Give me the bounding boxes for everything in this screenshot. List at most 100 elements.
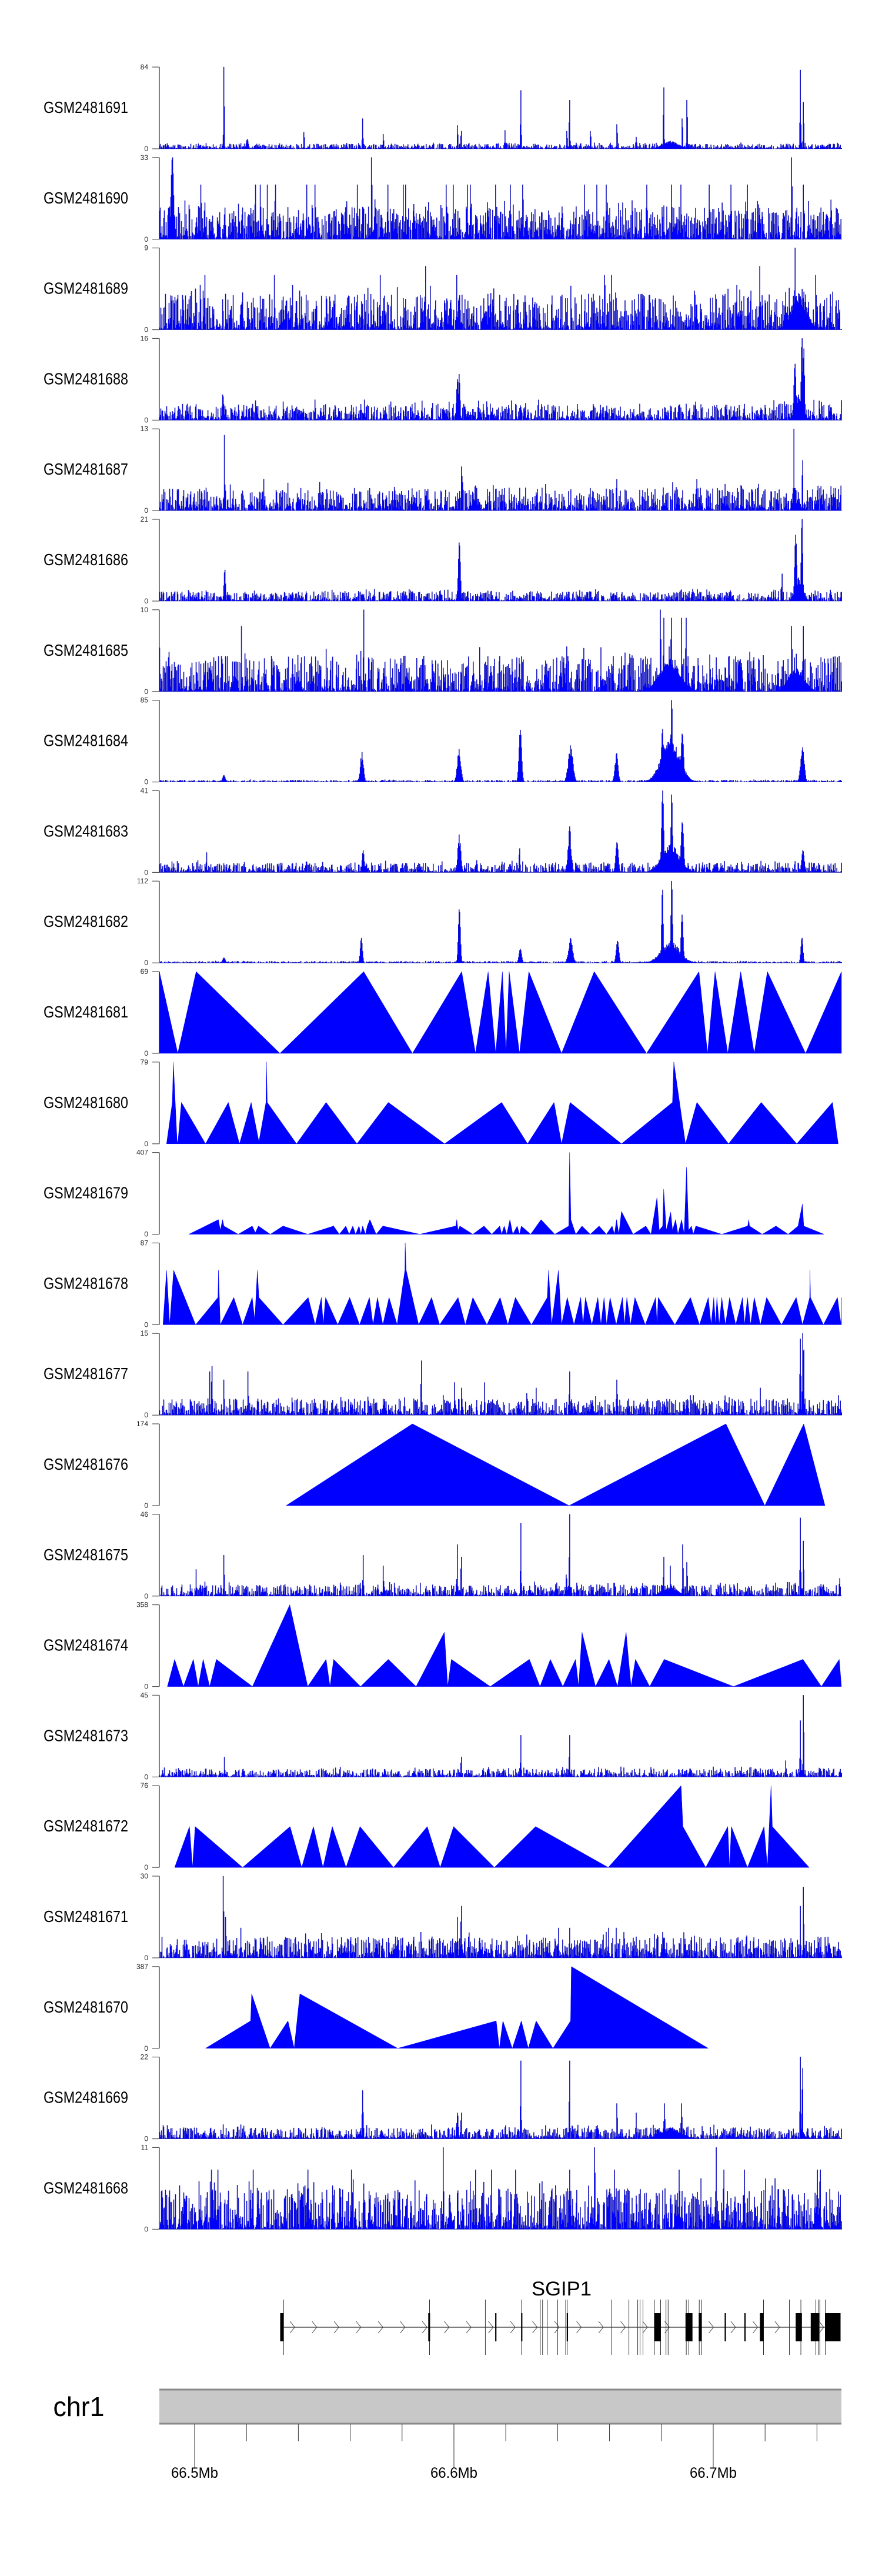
y-axis-max-label: 79	[141, 1058, 149, 1066]
track-GSM2481677: GSM2481677 15 0	[44, 1329, 842, 1419]
track-GSM2481681: GSM2481681 69 0	[44, 967, 842, 1057]
gene-annotation-track: SGIP1	[280, 2278, 841, 2355]
exon	[566, 2313, 569, 2341]
y-axis-max-label: 87	[141, 1239, 149, 1247]
y-axis-max-label: 41	[141, 786, 149, 795]
signal-histogram	[159, 1514, 842, 1597]
signal-area	[205, 1966, 709, 2049]
y-axis-max-label: 46	[141, 1510, 149, 1519]
strand-arrow-icon	[488, 2321, 494, 2334]
signal-histogram	[159, 157, 842, 240]
track-GSM2481673: GSM2481673 45 0	[44, 1691, 842, 1781]
y-axis-max-label: 84	[141, 63, 149, 71]
y-axis-max-label: 85	[141, 696, 149, 705]
signal-histogram	[159, 1876, 842, 1958]
strand-arrow-icon	[620, 2321, 626, 2334]
track-GSM2481670: GSM2481670 387 0	[44, 1963, 709, 2053]
y-axis-max-label: 30	[141, 1872, 149, 1880]
y-axis-zero-label: 0	[144, 416, 148, 424]
y-axis-max-label: 112	[137, 877, 148, 885]
track-GSM2481688: GSM2481688 16 0	[44, 334, 842, 424]
track-label: GSM2481683	[44, 822, 128, 840]
y-axis-max-label: 45	[141, 1691, 149, 1699]
chromosome-ideogram	[159, 2390, 841, 2424]
strand-arrow-icon	[400, 2321, 406, 2334]
track-label: GSM2481670	[44, 1998, 128, 2016]
y-axis-zero-label: 0	[144, 2135, 148, 2143]
exon	[810, 2313, 820, 2341]
signal-area	[285, 1423, 826, 1506]
exon	[699, 2313, 702, 2341]
exon	[428, 2313, 430, 2341]
track-GSM2481689: GSM2481689 9 0	[44, 244, 842, 334]
strand-arrow-icon	[774, 2321, 780, 2334]
signal-area	[159, 971, 842, 1054]
track-GSM2481690: GSM2481690 33 0	[44, 154, 842, 243]
track-label: GSM2481690	[44, 189, 128, 207]
signal-area	[167, 1604, 842, 1687]
track-GSM2481682: GSM2481682 112 0	[44, 877, 842, 967]
signal-histogram	[159, 790, 842, 873]
strand-arrow-icon	[312, 2321, 318, 2334]
strand-arrow-icon	[466, 2321, 472, 2334]
track-GSM2481676: GSM2481676 174 0	[44, 1420, 826, 1510]
track-label: GSM2481679	[44, 1184, 128, 1202]
y-axis-zero-label: 0	[144, 1320, 148, 1329]
strand-arrow-icon	[422, 2321, 427, 2334]
y-axis-zero-label: 0	[144, 1049, 148, 1057]
track-label: GSM2481674	[44, 1636, 128, 1654]
y-axis-max-label: 11	[141, 2143, 149, 2151]
track-label: GSM2481672	[44, 1817, 128, 1835]
signal-histogram	[159, 338, 842, 421]
y-axis-zero-label: 0	[144, 688, 148, 696]
y-axis-max-label: 358	[136, 1601, 148, 1609]
y-axis-max-label: 174	[136, 1420, 148, 1428]
track-GSM2481680: GSM2481680 79 0	[44, 1058, 838, 1148]
track-label: GSM2481678	[44, 1274, 128, 1292]
track-label: GSM2481689	[44, 279, 128, 298]
signal-area	[189, 1152, 824, 1235]
y-axis-zero-label: 0	[144, 1954, 148, 1962]
y-axis-zero-label: 0	[144, 868, 148, 876]
track-GSM2481675: GSM2481675 46 0	[44, 1510, 842, 1600]
signal-histogram	[159, 519, 842, 602]
signal-histogram	[159, 2057, 842, 2139]
signal-histogram	[159, 66, 842, 149]
strand-arrow-icon	[664, 2321, 670, 2334]
track-label: GSM2481681	[44, 1003, 128, 1021]
strand-arrow-icon	[709, 2321, 714, 2334]
track-GSM2481678: GSM2481678 87 0	[44, 1239, 842, 1329]
y-axis-max-label: 387	[136, 1963, 148, 1971]
signal-histogram	[159, 428, 842, 511]
y-axis-zero-label: 0	[144, 1230, 148, 1239]
y-axis-zero-label: 0	[144, 2044, 148, 2053]
y-axis-zero-label: 0	[144, 1501, 148, 1510]
strand-arrow-icon	[753, 2321, 759, 2334]
strand-arrow-icon	[598, 2321, 604, 2334]
signal-histogram	[159, 880, 842, 963]
exon	[521, 2313, 523, 2341]
track-GSM2481691: GSM2481691 84 0	[44, 63, 842, 153]
track-label: GSM2481669	[44, 2088, 128, 2107]
axis-tick-label: 66.5Mb	[171, 2465, 218, 2481]
y-axis-max-label: 13	[141, 425, 149, 433]
strand-arrow-icon	[730, 2321, 736, 2334]
track-label: GSM2481673	[44, 1726, 128, 1744]
strand-arrow-icon	[289, 2321, 295, 2334]
track-GSM2481685: GSM2481685 10 0	[44, 606, 842, 696]
gene-model[interactable]	[280, 2300, 841, 2355]
genome-axis: 66.5Mb 66.6Mb 66.7Mb	[171, 2424, 817, 2481]
y-axis-max-label: 76	[141, 1781, 149, 1790]
strand-arrow-icon	[377, 2321, 383, 2334]
y-axis-max-label: 16	[141, 334, 149, 342]
y-axis-zero-label: 0	[144, 597, 148, 605]
exon	[825, 2313, 841, 2341]
track-label: GSM2481668	[44, 2178, 128, 2197]
y-axis-max-label: 33	[141, 154, 149, 162]
y-axis-zero-label: 0	[144, 1773, 148, 1781]
strand-arrow-icon	[356, 2321, 362, 2334]
strand-arrow-icon	[554, 2321, 560, 2334]
track-GSM2481684: GSM2481684 85 0	[44, 696, 842, 786]
y-axis-zero-label: 0	[144, 959, 148, 967]
signal-histogram	[159, 609, 842, 692]
